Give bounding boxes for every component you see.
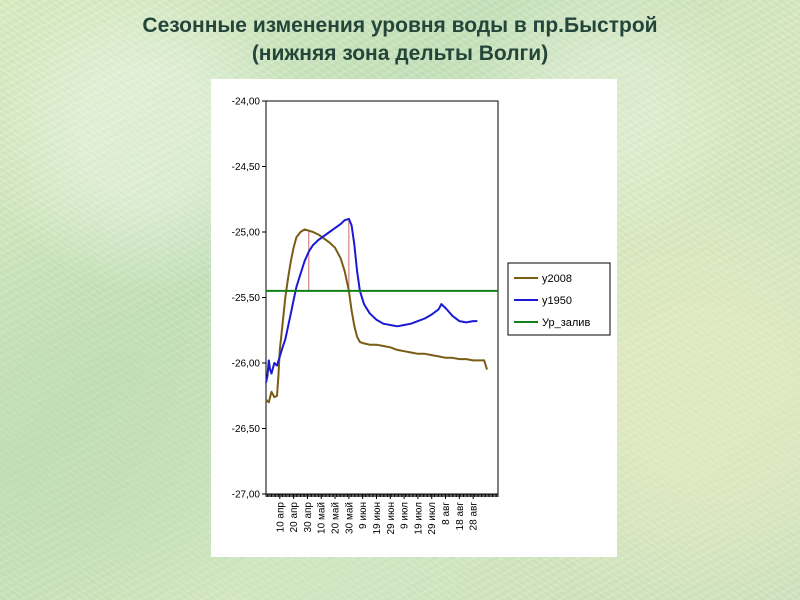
x-tick-label: 19 июл [413, 502, 424, 535]
marker-lines [308, 218, 350, 291]
y-axis: -24,00 -24,50 -25,00 -25,50 -26,00 -26,50 -27,… [232, 97, 266, 501]
legend-label: Ур_залив [542, 317, 590, 329]
series-line-1 [265, 217, 478, 383]
x-tick-label: 30 май [344, 502, 355, 534]
legend-label: у2008 [542, 273, 572, 285]
legend-label: у1950 [542, 295, 572, 307]
x-tick-label: 28 авг [469, 502, 480, 531]
y-tick-label: -25,00 [232, 228, 261, 239]
slide-title-line-1: Сезонные изменения уровня воды в пр.Быст… [142, 14, 658, 37]
y-tick-label: -24,50 [232, 162, 261, 173]
y-tick-label: -26,00 [232, 359, 261, 370]
series-line-0 [265, 228, 488, 404]
y-tick-label: -27,00 [232, 490, 261, 501]
x-tick-label: 29 июл [427, 502, 438, 535]
x-tick-label: 8 авг [441, 502, 452, 525]
x-tick-label: 10 апр [275, 502, 286, 533]
x-tick-label: 20 апр [289, 502, 300, 533]
x-tick-label: 19 июн [372, 502, 383, 535]
legend: у2008 у1950 Ур_залив [507, 262, 611, 336]
x-tick-label: 10 май [317, 502, 328, 534]
x-tick-label: 9 июн [358, 502, 369, 529]
x-tick-label: 9 июл [400, 502, 411, 529]
plot-area [265, 100, 499, 495]
x-tick-label: 20 май [331, 502, 342, 534]
x-axis: 10 апр 20 апр 30 апр 10 май 20 май 30 май 9 ию… [265, 494, 499, 535]
x-tick-label: 18 авг [455, 502, 466, 531]
chart-panel: -24,00 -24,50 -25,00 -25,50 -26,00 -26,50 -27,… [211, 79, 617, 557]
y-tick-label: -24,00 [232, 97, 261, 108]
x-tick-label: 30 апр [303, 502, 314, 533]
slide-title: Сезонные изменения уровня воды в пр.Быст… [0, 12, 800, 68]
y-tick-label: -25,50 [232, 293, 261, 304]
slide-title-line-2: (нижняя зона дельты Волги) [251, 42, 549, 65]
water-level-chart: -24,00 -24,50 -25,00 -25,50 -26,00 -26,50 -27,… [232, 97, 611, 535]
x-tick-label: 29 июн [386, 502, 397, 535]
y-tick-label: -26,50 [232, 424, 261, 435]
series-lines [265, 217, 498, 404]
